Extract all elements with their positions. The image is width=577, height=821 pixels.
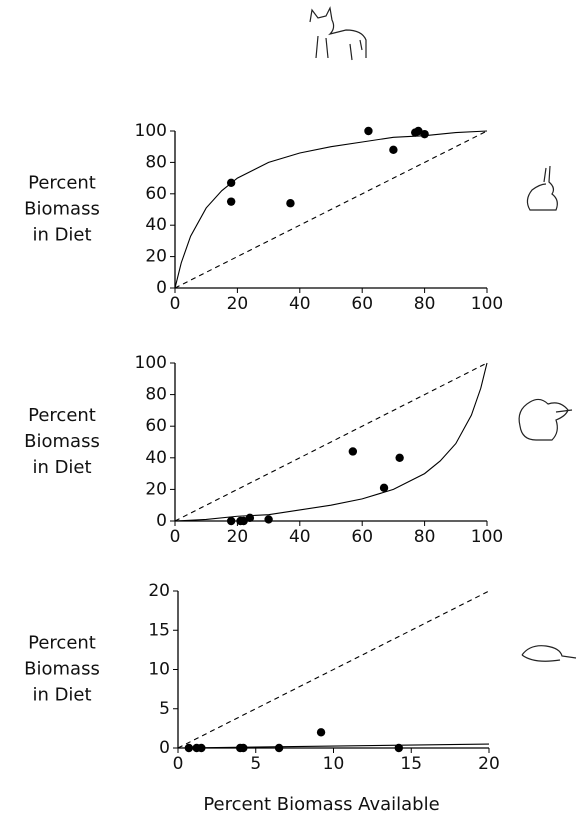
data-point	[420, 129, 429, 139]
data-point	[226, 516, 236, 526]
y-tick-label: 0	[159, 738, 170, 758]
x-tick-label: 60	[351, 294, 373, 314]
squirrel-icon	[518, 398, 573, 441]
data-point	[348, 447, 358, 456]
data-point	[226, 197, 236, 206]
y-axis-label: Biomass	[24, 199, 100, 220]
data-point	[414, 126, 423, 136]
y-tick-label: 40	[145, 448, 167, 468]
x-tick-label: 40	[289, 527, 311, 547]
data-point	[395, 453, 404, 462]
fit-curve	[174, 130, 488, 289]
x-tick-label: 0	[173, 754, 184, 774]
y-tick-label: 40	[145, 215, 167, 235]
y-axis-label: in Diet	[32, 457, 91, 478]
x-tick-label: 0	[170, 527, 181, 547]
x-tick-label: 10	[323, 754, 345, 774]
x-tick-label: 20	[478, 754, 500, 774]
data-point	[245, 513, 255, 523]
x-tick-label: 60	[351, 527, 373, 547]
data-point	[394, 743, 404, 753]
data-point	[274, 743, 284, 753]
lynx-icon	[309, 6, 367, 61]
x-axis-label: Percent Biomass Available	[203, 794, 439, 815]
y-tick-label: 15	[148, 620, 170, 640]
reference-line	[177, 590, 490, 749]
data-point	[389, 145, 398, 155]
y-tick-label: 80	[145, 152, 167, 172]
y-tick-label: 60	[145, 184, 167, 204]
x-tick-label: 80	[414, 294, 436, 314]
reference-line	[174, 362, 488, 522]
data-point	[379, 483, 389, 493]
x-tick-label: 20	[227, 294, 249, 314]
y-axis-label: Biomass	[24, 431, 100, 452]
y-axis-label: in Diet	[32, 685, 91, 706]
y-axis-label: in Diet	[32, 225, 91, 246]
x-tick-label: 5	[250, 754, 261, 774]
reference-line	[174, 130, 488, 289]
data-point	[364, 126, 373, 136]
x-tick-label: 100	[471, 527, 503, 547]
x-tick-label: 0	[170, 294, 181, 314]
data-point	[316, 728, 326, 737]
y-tick-label: 20	[145, 479, 167, 499]
y-tick-label: 0	[156, 511, 167, 531]
data-point	[239, 516, 248, 526]
y-tick-label: 0	[156, 278, 167, 298]
data-point	[286, 199, 295, 208]
y-tick-label: 100	[135, 353, 167, 373]
y-axis-label: Biomass	[24, 659, 100, 680]
fit-curve	[177, 743, 490, 749]
y-axis-label: Percent	[28, 405, 96, 426]
x-tick-label: 80	[414, 527, 436, 547]
data-point	[264, 515, 273, 524]
y-tick-label: 60	[145, 416, 167, 436]
y-tick-label: 20	[148, 581, 170, 601]
x-tick-label: 15	[400, 754, 422, 774]
x-tick-label: 100	[471, 294, 503, 314]
y-axis-label: Percent	[28, 633, 96, 654]
y-tick-label: 80	[145, 385, 167, 405]
y-tick-label: 20	[145, 247, 167, 267]
data-point	[239, 743, 248, 753]
y-axis-label: Percent	[28, 173, 96, 194]
x-tick-label: 40	[289, 294, 311, 314]
hare-icon	[526, 165, 558, 211]
vole-icon	[521, 645, 577, 662]
y-tick-label: 10	[148, 660, 170, 680]
fit-curve	[174, 362, 488, 522]
y-tick-label: 5	[159, 699, 170, 719]
y-tick-label: 100	[135, 121, 167, 141]
x-tick-label: 20	[227, 527, 249, 547]
